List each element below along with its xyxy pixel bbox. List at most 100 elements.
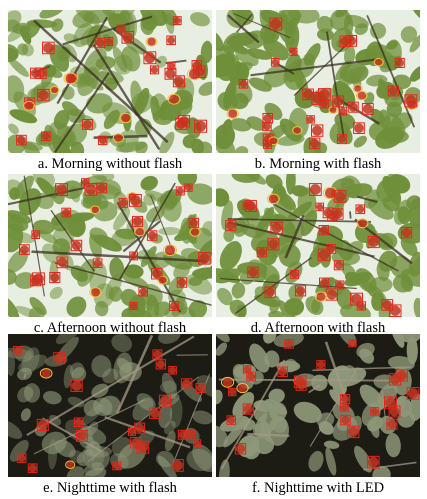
leaf	[17, 367, 33, 381]
fruit	[173, 17, 181, 25]
leaf	[82, 467, 107, 477]
branch	[23, 373, 27, 379]
detection-box	[290, 270, 300, 279]
fruit	[42, 132, 50, 141]
branch	[116, 201, 182, 313]
detection-box	[367, 235, 380, 249]
fruit	[227, 416, 236, 424]
detection-box	[129, 301, 138, 311]
detection-box	[118, 198, 129, 208]
leaf	[216, 334, 230, 343]
detection-box	[19, 244, 30, 255]
branch	[104, 415, 191, 449]
leaf	[32, 174, 55, 189]
branch	[357, 195, 378, 203]
leaf	[245, 215, 278, 227]
fruit	[239, 79, 248, 88]
fruit	[385, 397, 396, 409]
fruit	[178, 430, 187, 439]
detection-box	[242, 365, 252, 374]
detection-box	[338, 106, 348, 116]
leaf	[337, 66, 366, 87]
leaf	[413, 297, 420, 317]
fruit	[340, 36, 350, 47]
panel-b-caption: b. Morning with flash	[254, 156, 382, 172]
branch	[293, 38, 353, 96]
branch	[53, 72, 110, 153]
fruit	[128, 428, 136, 436]
leaf	[93, 234, 122, 252]
leaf	[102, 368, 119, 384]
fruit	[121, 113, 131, 123]
detection-box	[333, 190, 347, 203]
fruit	[50, 272, 60, 283]
branch	[122, 220, 161, 253]
leaf	[192, 410, 212, 425]
fruit	[152, 268, 162, 279]
fruit	[235, 444, 246, 454]
detection-box	[188, 217, 199, 229]
leaf	[286, 201, 313, 222]
leaf	[51, 18, 64, 32]
leaf	[409, 33, 420, 53]
detection-box	[242, 403, 254, 415]
branch	[56, 16, 109, 105]
branch	[284, 214, 305, 259]
branch	[349, 211, 352, 219]
fruit	[354, 123, 364, 134]
fruit	[66, 461, 74, 469]
fruit	[130, 195, 141, 206]
detection-box	[335, 280, 345, 290]
leaf	[21, 43, 34, 57]
detection-box	[340, 394, 351, 405]
detection-box	[256, 247, 267, 258]
leaf	[153, 301, 171, 317]
fruit	[147, 37, 156, 46]
branch	[274, 204, 399, 272]
detection-ellipse	[49, 86, 60, 95]
panel-a-canvas	[8, 10, 212, 153]
detection-box	[348, 339, 357, 348]
leaf	[52, 238, 71, 256]
leaf	[369, 421, 380, 438]
detection-box	[332, 95, 345, 108]
detection-box	[302, 88, 314, 101]
leaf	[19, 141, 43, 151]
leaf	[54, 439, 76, 458]
detection-ellipse	[23, 100, 36, 111]
fruit	[317, 361, 325, 369]
fruit	[122, 32, 134, 43]
fruit	[268, 194, 278, 204]
fruit	[177, 278, 187, 287]
leaf	[345, 14, 369, 29]
leaf	[216, 188, 230, 207]
fruit	[257, 248, 266, 257]
leaf	[20, 408, 31, 422]
detection-box	[270, 221, 283, 235]
fruit	[389, 305, 401, 316]
fruit	[295, 286, 306, 296]
detection-box	[400, 226, 413, 239]
fruit	[357, 302, 366, 310]
panel-e-caption: e. Nighttime with flash	[43, 480, 177, 496]
fruit	[263, 140, 272, 149]
fruit	[199, 253, 210, 264]
leaf	[8, 295, 20, 317]
fruit	[144, 52, 156, 64]
branch	[33, 399, 146, 455]
leaf	[8, 350, 16, 377]
fruit	[340, 395, 350, 404]
fruit	[57, 257, 68, 268]
detection-ellipse	[167, 93, 181, 105]
fruit	[28, 464, 37, 473]
detection-box	[225, 220, 237, 232]
leaf	[48, 121, 75, 148]
detection-ellipse	[89, 205, 101, 215]
fruit	[193, 440, 201, 447]
fruit	[340, 403, 348, 411]
leaf	[190, 12, 210, 27]
detection-box	[143, 51, 157, 65]
leaf	[409, 65, 420, 82]
fruit	[147, 231, 157, 240]
fruit	[132, 216, 142, 226]
